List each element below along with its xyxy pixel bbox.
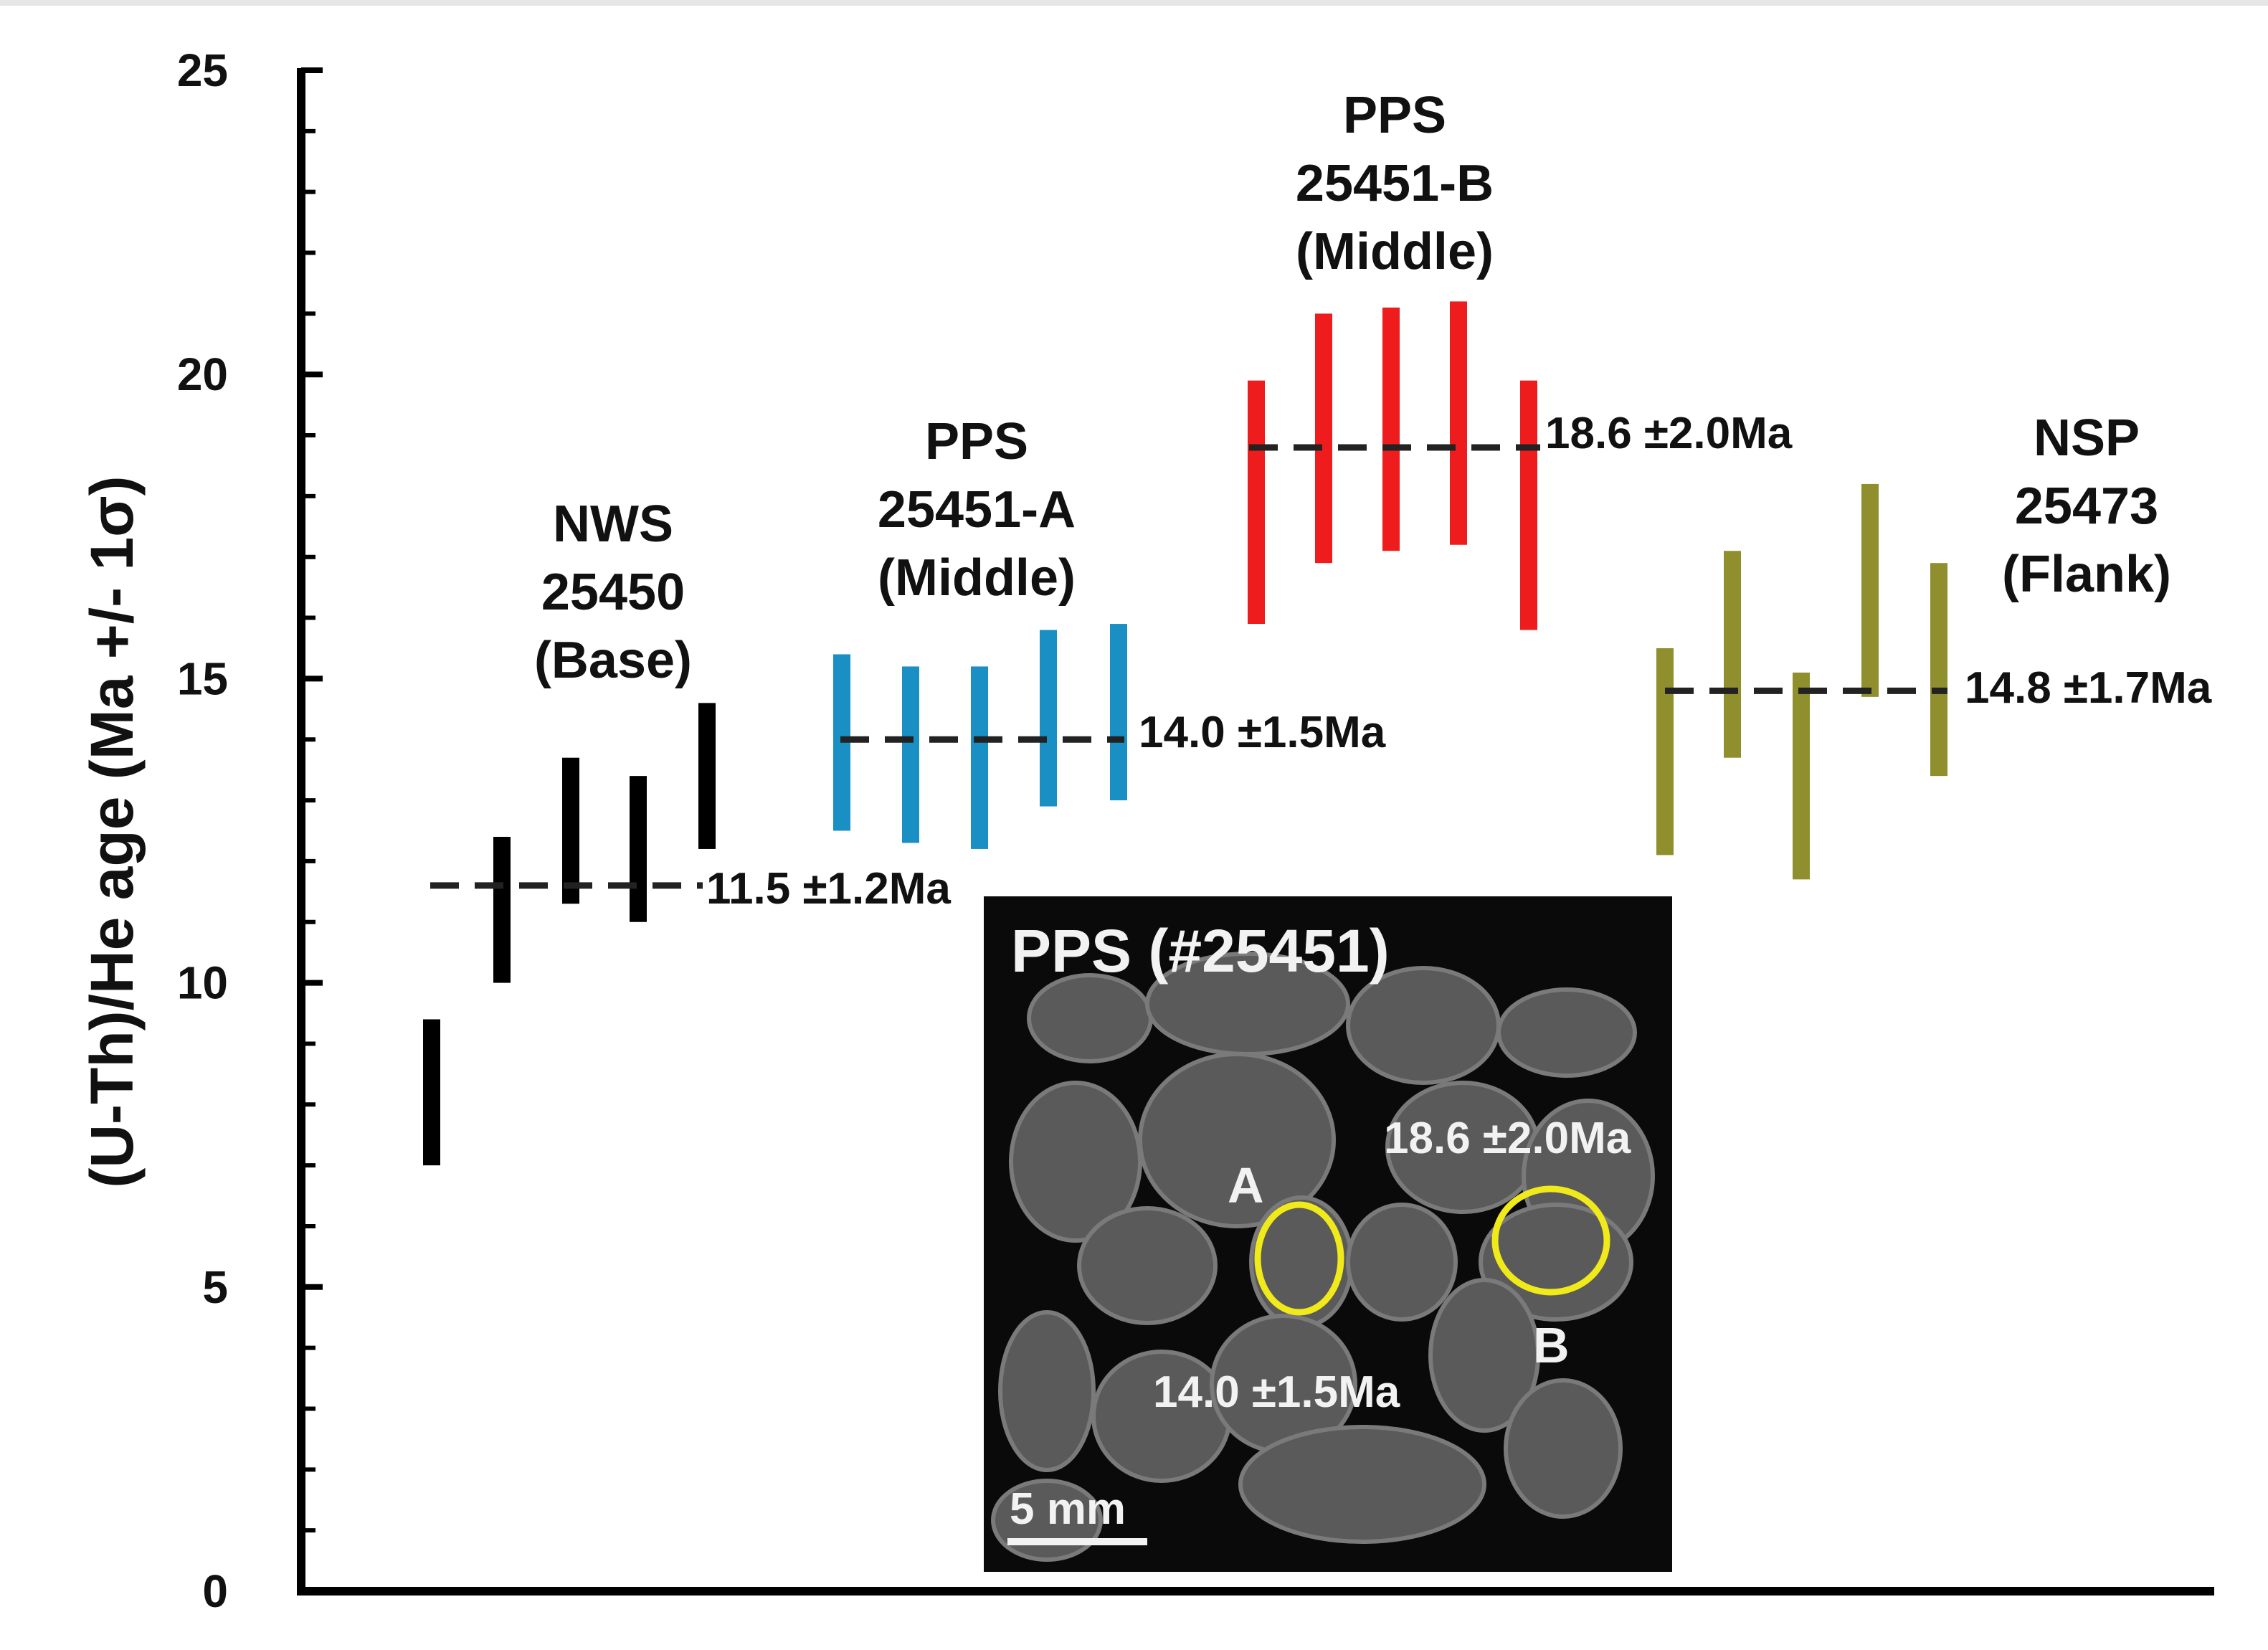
highlight-b [1491, 1185, 1610, 1296]
grain [1346, 966, 1501, 1085]
inset-title: PPS (#25451) [1011, 917, 1390, 985]
age-error-bar [562, 757, 579, 904]
age-error-bar [1656, 648, 1674, 855]
grain [1346, 1203, 1458, 1322]
inset-photo: PPS (#25451) A B 18.6 ±2.0Ma 14.0 ±1.5Ma… [984, 896, 1672, 1572]
age-error-bar [971, 666, 988, 849]
age-error-bar [1248, 380, 1265, 625]
inset-age-b: 18.6 ±2.0Ma [1384, 1114, 1631, 1163]
mean-label-pps-b: 18.6 ±2.0Ma [1545, 409, 1793, 458]
data-groups [423, 301, 1947, 1166]
data-group [833, 624, 1127, 849]
age-error-bar [1450, 301, 1467, 545]
mean-label-nws: 11.5 ±1.2Ma [706, 864, 951, 914]
grains [991, 952, 1655, 1562]
age-error-bar [1315, 313, 1332, 564]
group-label-line: 25450 [541, 564, 685, 621]
grain [1479, 1203, 1633, 1322]
data-group [423, 703, 716, 1166]
grain [1009, 1081, 1142, 1243]
age-error-bar [1040, 630, 1057, 807]
age-error-bar [1110, 624, 1127, 801]
grain [1428, 1278, 1540, 1433]
y-ticks [301, 67, 323, 1594]
y-tick-label: 15 [177, 653, 228, 704]
group-label-line: 25451-B [1296, 155, 1494, 212]
y-tick-labels: 0 5 10 15 20 25 [177, 44, 228, 1617]
y-tick-label: 25 [177, 44, 228, 96]
age-error-bar [1930, 563, 1947, 777]
data-group [1248, 301, 1540, 630]
grain [1077, 1206, 1218, 1325]
grain [1138, 1052, 1336, 1228]
y-axis: 0 5 10 15 20 25 [177, 44, 323, 1617]
scale-bar [1007, 1538, 1147, 1545]
grain [1496, 987, 1637, 1078]
group-label-nws: NWS 25450 (Base) [534, 496, 692, 689]
group-label-pps-b: PPS 25451-B (Middle) [1296, 87, 1494, 280]
mean-label-nsp: 14.8 ±1.7Ma [1965, 663, 2212, 713]
group-label-line: 25451-A [878, 481, 1076, 539]
inset-age-a: 14.0 ±1.5Ma [1153, 1367, 1400, 1417]
y-tick-label: 0 [202, 1565, 228, 1617]
group-label-line: (Base) [534, 632, 692, 689]
grain [1027, 973, 1153, 1063]
group-label-line: NSP [2034, 409, 2140, 467]
y-tick-label: 10 [177, 957, 228, 1009]
group-label-line: PPS [925, 413, 1028, 470]
age-error-bar [1724, 551, 1741, 758]
top-border [0, 0, 2268, 6]
age-error-bar [902, 666, 919, 843]
data-group [1656, 483, 1947, 880]
grain [1504, 1378, 1623, 1519]
group-label-line: 25473 [2015, 478, 2158, 535]
group-label-line: PPS [1343, 87, 1446, 144]
grain [998, 1310, 1096, 1472]
grain [1238, 1425, 1486, 1544]
mean-label-pps-a: 14.0 ±1.5Ma [1139, 708, 1386, 757]
y-axis-title: (U-Th)/He age (Ma +/- 1σ) [78, 475, 146, 1187]
age-error-bar [630, 776, 647, 922]
group-label-line: (Middle) [878, 549, 1076, 607]
highlight-a [1254, 1201, 1344, 1316]
y-tick-label: 5 [202, 1261, 228, 1313]
group-label-line: NWS [553, 496, 673, 553]
age-error-bar [1520, 380, 1537, 630]
age-error-bar [1793, 672, 1810, 880]
group-label-nsp: NSP 25473 (Flank) [2002, 409, 2171, 603]
scale-bar-label: 5 mm [1010, 1484, 1126, 1534]
group-label-line: (Flank) [2002, 546, 2171, 603]
age-error-bar [1861, 483, 1879, 697]
age-error-bar [423, 1019, 440, 1166]
inset-label-a: A [1228, 1157, 1264, 1213]
y-tick-label: 20 [177, 349, 228, 400]
age-error-bar [698, 703, 716, 849]
inset-label-b: B [1533, 1317, 1570, 1373]
grain [1249, 1195, 1354, 1329]
age-error-bar [493, 836, 511, 983]
group-label-line: (Middle) [1296, 223, 1494, 280]
age-error-bar [1382, 307, 1400, 551]
group-label-pps-a: PPS 25451-A (Middle) [878, 413, 1076, 607]
